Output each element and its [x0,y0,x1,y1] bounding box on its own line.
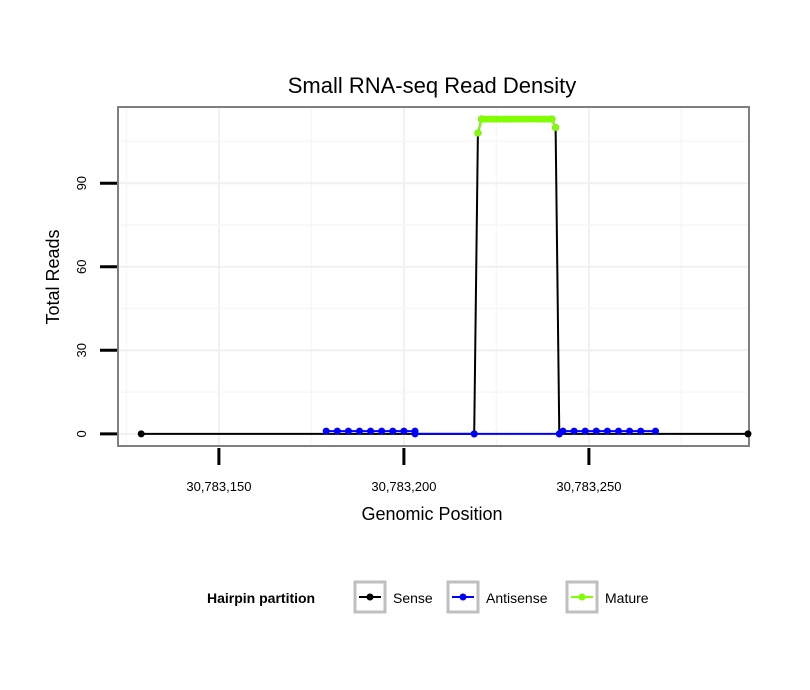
legend-entry-mature: Mature [565,580,649,614]
x-tick-label: 30,783,200 [371,479,436,494]
antisense-point [592,427,600,435]
antisense-point [615,427,622,435]
series-layer [137,115,752,438]
x-tick-label: 30,783,150 [186,479,251,494]
legend-label-sense: Sense [393,590,433,606]
antisense-point [570,427,578,435]
legend-label-antisense: Antisense [486,590,548,606]
y-tick-label: 0 [74,430,89,437]
antisense-point [344,427,352,435]
y-axis-title: Total Reads [43,229,63,324]
antisense-point [581,427,589,435]
legend-key-point [459,593,467,601]
antisense-point [322,427,330,435]
legend: Hairpin partition Sense Antisense Mature [207,580,649,614]
legend-key-point [578,593,586,601]
x-axis-title: Genomic Position [361,504,502,524]
y-tick-label: 90 [74,176,89,190]
chart-title: Small RNA-seq Read Density [288,73,577,98]
antisense-point [367,427,375,435]
x-tick-label: 30,783,250 [556,479,621,494]
legend-title: Hairpin partition [207,590,315,606]
grid-lines [119,108,748,445]
y-tick-label: 30 [74,343,89,357]
antisense-point [378,427,386,435]
plot-panel [117,106,750,447]
y-tick-label: 60 [74,260,89,274]
y-axis: 0 30 60 90 [74,176,117,437]
mature-series [474,115,560,137]
antisense-point [626,427,634,435]
legend-entry-antisense: Antisense [446,580,548,614]
antisense-point [559,427,567,435]
mature-point [552,123,560,131]
mature-point [548,115,556,123]
antisense-point [470,430,478,438]
antisense-point [333,427,341,435]
antisense-point [356,427,363,435]
legend-key-point [366,593,374,601]
antisense-point [637,427,645,435]
sense-point [137,430,145,438]
antisense-point [603,427,611,435]
antisense-point [652,427,659,435]
legend-entry-sense: Sense [353,580,433,614]
antisense-series [322,427,659,438]
antisense-point [389,427,397,435]
antisense-point [411,430,419,438]
legend-label-mature: Mature [605,590,649,606]
x-axis: 30,783,150 30,783,200 30,783,250 [186,448,621,494]
sense-point [744,430,752,438]
antisense-point [400,427,408,435]
mature-point [474,129,482,137]
